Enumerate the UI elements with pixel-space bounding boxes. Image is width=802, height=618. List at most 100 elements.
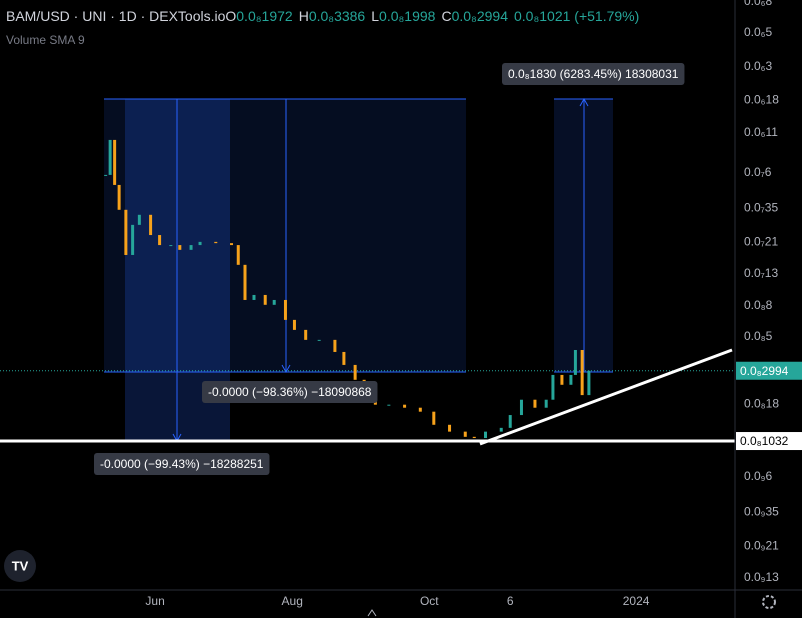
candle (230, 243, 234, 246)
indicator: Volume SMA 9 (6, 33, 85, 47)
candle (272, 299, 276, 305)
y-tick-label: 0.0₉13 (744, 570, 779, 584)
x-tick-label: 6 (507, 594, 514, 608)
header: BAM/USD · UNI · 1D · DEXTools.ioO0.0₈197… (6, 8, 639, 24)
y-tick-label: 0.0₇21 (744, 234, 778, 248)
ohlc-value: 0.0₈1998 (379, 8, 436, 24)
y-tick-label: 0.0₆8 (744, 0, 773, 8)
candle (508, 415, 512, 428)
price-label-box (736, 432, 802, 451)
candle (448, 424, 452, 432)
y-tick-label: 0.0₇6 (744, 165, 772, 179)
price-label: 0.0₈2994 (740, 364, 789, 378)
candle (551, 374, 555, 400)
annotation-box (502, 63, 685, 85)
ohlc-value: 0.0₈1972 (236, 8, 293, 24)
candle (149, 214, 153, 236)
y-tick-label: 0.0₆18 (744, 93, 779, 107)
candle (463, 431, 467, 437)
candle (263, 294, 267, 305)
ohlc-label: O (225, 8, 236, 24)
candle (519, 399, 523, 416)
ohlc-value: 0.0₈3386 (309, 8, 366, 24)
candle (113, 139, 117, 185)
candle (292, 319, 296, 330)
ohlc: O0.0₈1972 H0.0₈3386 L0.0₈1998 C0.0₈2994 0.0₈… (225, 8, 639, 24)
ohlc-value: 0.0₈2994 (452, 8, 509, 24)
svg-text:TV: TV (12, 558, 29, 573)
y-tick-label: 0.0₆5 (744, 25, 773, 39)
candle (198, 241, 202, 246)
candle (472, 436, 476, 439)
candle (560, 374, 564, 385)
candle (333, 339, 337, 352)
candle (124, 209, 128, 255)
candle (573, 349, 577, 375)
annotation-layer: 0.0₈1830 (6283.45%) 18308031 -0.0000 (−98… (94, 63, 685, 475)
candle (214, 241, 218, 244)
y-tick-label: 0.0₆11 (744, 125, 778, 139)
y-tick-label: 0.0₈18 (744, 396, 779, 410)
ohlc-label: L (371, 8, 379, 24)
candle (236, 245, 240, 265)
measure-lines (104, 97, 613, 443)
annotation: 0.0₈1830 (6283.45%) 18308031 (508, 67, 679, 81)
candle (252, 294, 256, 300)
candle (189, 245, 193, 250)
candle (499, 427, 503, 432)
candle (342, 351, 346, 365)
candle (353, 364, 357, 380)
y-tick-label: 0.0₇35 (744, 201, 778, 215)
candle (533, 399, 537, 408)
price-label-box (736, 361, 802, 380)
settings-button[interactable] (762, 595, 776, 609)
candle (131, 224, 135, 255)
x-tick-label: 2024 (623, 594, 650, 608)
logo: TV (4, 550, 36, 582)
candle (317, 339, 321, 341)
candle (108, 139, 112, 175)
change: 0.0₈1021 (+51.79%) (514, 8, 639, 24)
candle (304, 329, 308, 340)
candle (117, 184, 121, 210)
price-label: 0.0₈1032 (740, 434, 789, 448)
x-tick-label: Oct (420, 594, 439, 608)
ohlc-label: C (441, 8, 451, 24)
candle (544, 399, 548, 408)
annotation: -0.0000 (−99.43%) −18288251 (100, 457, 264, 471)
y-tick-label: 0.0₇13 (744, 266, 778, 280)
candle (587, 370, 591, 396)
annotation-box (94, 453, 270, 475)
candle (432, 411, 436, 425)
candle (484, 431, 488, 439)
candle (137, 214, 141, 225)
symbol: BAM/USD · UNI · 1D · DEXTools.io (6, 8, 226, 24)
candle (283, 299, 287, 320)
measure-box (104, 99, 466, 372)
x-tick-label: Jun (145, 594, 164, 608)
y-tick-label: 0.0₉21 (744, 538, 779, 552)
x-tick-label: Aug (282, 594, 303, 608)
candle (169, 245, 173, 247)
candle (418, 407, 422, 412)
annotation: -0.0000 (−98.36%) −18090868 (208, 385, 372, 399)
y-tick-label: 0.0₈8 (744, 298, 773, 312)
trend-line (479, 348, 733, 446)
candle (387, 404, 391, 406)
candle (580, 349, 584, 396)
candle (569, 374, 573, 385)
candle (158, 235, 162, 246)
y-tick-label: 0.0₈5 (744, 329, 773, 343)
candle (243, 264, 247, 300)
annotation-box (202, 381, 378, 403)
ohlc-label: H (299, 8, 309, 24)
candle (403, 404, 407, 408)
scroll-button[interactable] (367, 609, 377, 617)
y-tick-label: 0.0₆3 (744, 59, 773, 73)
y-tick-label: 0.0₉35 (744, 505, 779, 519)
candle (104, 174, 108, 176)
candle (178, 245, 182, 250)
y-tick-label: 0.0₉6 (744, 469, 772, 483)
